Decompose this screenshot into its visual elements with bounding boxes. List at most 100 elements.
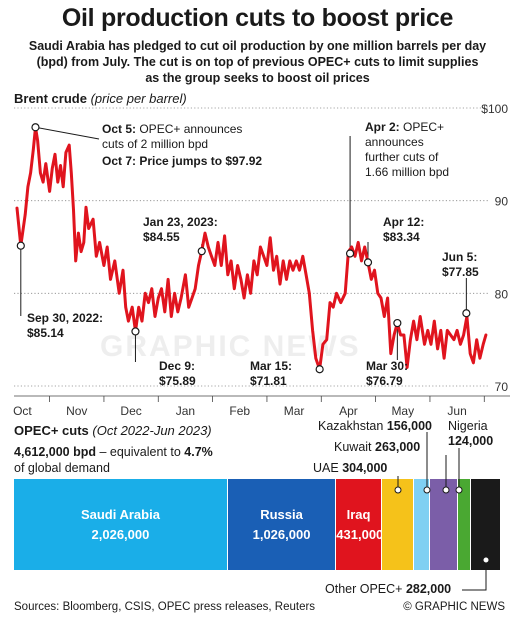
bar-segment-iraq: Iraq 431,000 — [336, 479, 384, 570]
annotation-line: further cuts of — [365, 150, 439, 164]
price-marker — [197, 247, 206, 256]
price-marker — [31, 123, 40, 132]
opec-total-mid: – equivalent to — [96, 445, 185, 459]
subtitle-line-3: as the group seeks to boost oil prices — [145, 71, 370, 85]
bar-segment-uae — [381, 479, 414, 570]
x-tick-label: Oct — [13, 404, 32, 418]
annotation-leader — [35, 126, 100, 140]
opec-heading: OPEC+ cuts (Oct 2022-Jun 2023) — [14, 423, 212, 438]
opec-unit: (Oct 2022-Jun 2023) — [92, 423, 212, 438]
price-line — [15, 125, 488, 371]
chart-grid: 70 80 90 $100 — [14, 102, 508, 394]
sources: Sources: Bloomberg, CSIS, OPEC press rel… — [14, 601, 316, 613]
label-uae-name: UAE — [313, 461, 339, 475]
x-tick-label: Jan — [176, 404, 195, 418]
subtitle-line-1: Saudi Arabia has pledged to cut oil prod… — [28, 39, 487, 53]
annotation-line: $85.14 — [27, 326, 64, 340]
brent-label: Brent crude — [14, 91, 87, 106]
opec-total-pct: 4.7% — [184, 445, 213, 459]
label-uae-value: 304,000 — [342, 461, 388, 475]
x-tick-label: Feb — [229, 404, 250, 418]
brent-heading: Brent crude (price per barrel) — [14, 91, 187, 106]
annotation-line: $83.34 — [383, 230, 420, 244]
brent-unit: (price per barrel) — [90, 91, 187, 106]
annotation-line: $77.85 — [442, 265, 479, 279]
annotation-rest: OPEC+ announces — [136, 122, 242, 136]
label-other-name: Other OPEC+ — [325, 582, 403, 596]
label-kazakhstan-value: 156,000 — [386, 419, 432, 433]
annotation-line: $76.79 — [366, 374, 403, 388]
label-nigeria-name: Nigeria — [448, 419, 488, 433]
annotation-line: Jan 23, 2023: — [143, 215, 218, 229]
label-other: Other OPEC+ 282,000 — [325, 582, 451, 596]
price-marker — [16, 241, 25, 250]
y-tick-label: 90 — [495, 195, 509, 209]
annotation-line: announces — [365, 135, 424, 149]
opec-total-value: 4,612,000 bpd — [14, 445, 96, 459]
chart-markers — [16, 123, 471, 374]
annotation-bold: Oct 5: — [102, 122, 136, 136]
segment-value: 2,026,000 — [91, 527, 150, 542]
label-nigeria-value: 124,000 — [448, 434, 494, 448]
x-tick-label: Apr — [339, 404, 358, 418]
annotation-line: $71.81 — [250, 374, 287, 388]
label-kuwait-name: Kuwait — [334, 440, 372, 454]
y-tick-label: 80 — [495, 287, 509, 301]
segment-name: Iraq — [346, 507, 371, 522]
bar-segment-kazakhstan — [413, 479, 431, 570]
label-kuwait-value: 263,000 — [375, 440, 421, 454]
label-kazakhstan-name: Kazakhstan — [318, 419, 384, 433]
annotation-line: Jun 5: — [442, 250, 477, 264]
price-marker — [393, 318, 402, 328]
annotation-line: Mar 15: — [250, 359, 292, 373]
x-tick-label: Nov — [66, 404, 87, 418]
annotation-line: Apr 12: — [383, 215, 424, 229]
x-tick-label: May — [391, 404, 414, 418]
annotation-line: Mar 30: — [366, 359, 408, 373]
x-tick-label: Jun — [447, 404, 466, 418]
label-kuwait: Kuwait 263,000 — [334, 440, 420, 454]
chart-ticks: Oct Nov Dec Jan Feb Mar Apr May Jun — [13, 395, 510, 418]
segment-name: Russia — [260, 507, 303, 522]
annotation-rest: OPEC+ — [400, 120, 444, 134]
credit: © GRAPHIC NEWS — [403, 601, 505, 613]
bar-segment-russia: Russia 1,026,000 — [227, 479, 337, 570]
bar-segment-other-opec- — [471, 479, 501, 570]
price-marker — [345, 249, 355, 258]
bar-segment-saudi-arabia: Saudi Arabia 2,026,000 — [14, 479, 228, 570]
price-marker — [363, 258, 373, 267]
annotation-line: Dec 9: — [159, 359, 195, 373]
annotation-line: Apr 2: OPEC+ — [365, 120, 444, 134]
price-marker — [131, 327, 140, 336]
annotation-line: Sep 30, 2022: — [27, 311, 103, 325]
segment-value: 431,000 — [336, 527, 384, 542]
label-uae: UAE 304,000 — [313, 461, 387, 475]
x-tick-label: Mar — [284, 404, 305, 418]
annotation-line: cuts of 2 million bpd — [102, 137, 208, 151]
page-title: Oil production cuts to boost price — [61, 4, 454, 32]
y-tick-label: $100 — [481, 102, 508, 116]
opec-total: 4,612,000 bpd – equivalent to 4.7% of glo… — [14, 444, 254, 476]
label-other-value: 282,000 — [405, 582, 452, 596]
annotation-line: 1.66 million bpd — [365, 165, 449, 179]
segment-value: 1,026,000 — [252, 527, 311, 542]
annotation-line: Oct 7: Price jumps to $97.92 — [102, 154, 262, 168]
opec-label: OPEC+ cuts — [14, 423, 89, 438]
opec-total-suffix: of global demand — [14, 461, 110, 475]
subtitle-line-2: (bpd) from July. The cut is on top of pr… — [36, 55, 479, 69]
annotation-line: $75.89 — [159, 374, 196, 388]
bar-segment-nigeria — [458, 479, 472, 570]
label-kazakhstan: Kazakhstan 156,000 — [318, 419, 432, 433]
annotation-line: $84.55 — [143, 230, 180, 244]
segment-name: Saudi Arabia — [80, 507, 160, 522]
annotation-bold: Apr 2: — [365, 120, 400, 134]
annotation-leaders — [20, 126, 467, 370]
x-tick-label: Dec — [120, 404, 141, 418]
annotation-line: Oct 5: OPEC+ announces — [102, 122, 242, 136]
y-tick-label: 70 — [495, 380, 509, 394]
price-marker — [462, 309, 471, 318]
price-marker — [315, 365, 324, 374]
bar-segment-kuwait — [430, 479, 459, 570]
